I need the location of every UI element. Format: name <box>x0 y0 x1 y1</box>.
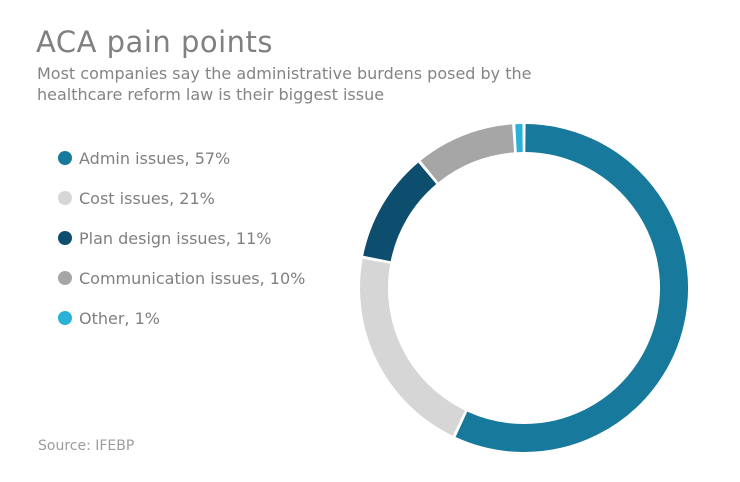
donut-slice-cost-issues <box>360 258 466 436</box>
chart-subtitle-line-1: Most companies say the administrative bu… <box>37 64 532 83</box>
legend-label: Plan design issues, 11% <box>79 228 272 248</box>
legend-label: Communication issues, 10% <box>79 268 306 288</box>
source-note: Source: IFEBP <box>38 438 135 454</box>
legend-label: Other, 1% <box>79 308 160 328</box>
legend-swatch-other <box>58 311 72 325</box>
donut-slice-admin-issues <box>455 124 688 452</box>
chart-subtitle: Most companies say the administrative bu… <box>37 63 532 105</box>
chart-subtitle-line-2: healthcare reform law is their biggest i… <box>37 85 385 104</box>
legend-swatch-cost-issues <box>58 191 72 205</box>
donut-slice-communication-issues <box>420 124 515 183</box>
legend-swatch-admin-issues <box>58 151 72 165</box>
legend-item-plan-design-issues: Plan design issues, 11% <box>58 228 305 248</box>
legend-item-communication-issues: Communication issues, 10% <box>58 268 305 288</box>
legend-item-cost-issues: Cost issues, 21% <box>58 188 305 208</box>
legend-item-other: Other, 1% <box>58 308 305 328</box>
legend-swatch-plan-design-issues <box>58 231 72 245</box>
legend-swatch-communication-issues <box>58 271 72 285</box>
legend-label: Admin issues, 57% <box>79 148 231 168</box>
donut-slice-plan-design-issues <box>363 162 437 262</box>
legend: Admin issues, 57% Cost issues, 21% Plan … <box>58 148 305 348</box>
legend-label: Cost issues, 21% <box>79 188 215 208</box>
legend-item-admin-issues: Admin issues, 57% <box>58 148 305 168</box>
donut-chart <box>360 124 688 452</box>
page-title: ACA pain points <box>36 25 274 59</box>
